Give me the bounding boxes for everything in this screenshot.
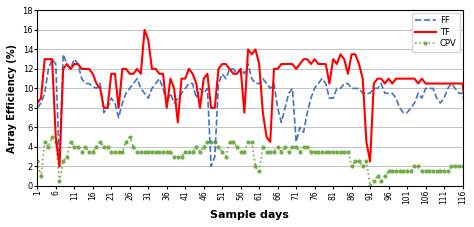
CPV xyxy=(138,150,144,153)
CPV xyxy=(153,150,158,153)
Line: FF: FF xyxy=(37,54,466,166)
CPV xyxy=(464,165,469,168)
FF xyxy=(35,106,40,109)
CPV xyxy=(441,170,447,173)
X-axis label: Sample days: Sample days xyxy=(210,210,289,220)
FF xyxy=(156,77,162,80)
Y-axis label: Array Efficiency (%): Array Efficiency (%) xyxy=(7,44,17,153)
FF xyxy=(464,111,469,114)
Line: CPV: CPV xyxy=(35,134,469,189)
CPV xyxy=(230,141,236,143)
TF xyxy=(127,72,133,75)
TF xyxy=(234,72,240,75)
TF xyxy=(56,165,62,168)
Legend: FF, TF, CPV: FF, TF, CPV xyxy=(411,13,460,52)
TF xyxy=(142,29,147,31)
FF xyxy=(60,53,66,56)
FF xyxy=(234,72,240,75)
FF xyxy=(56,165,62,168)
FF xyxy=(142,92,147,95)
TF xyxy=(138,72,144,75)
CPV xyxy=(127,136,133,138)
TF xyxy=(441,82,447,85)
CPV xyxy=(119,150,125,153)
FF xyxy=(123,92,129,95)
TF xyxy=(464,111,469,114)
CPV xyxy=(35,160,40,163)
TF xyxy=(156,72,162,75)
Line: TF: TF xyxy=(37,30,466,166)
FF xyxy=(131,82,137,85)
FF xyxy=(441,97,447,99)
CPV xyxy=(367,185,373,187)
TF xyxy=(35,102,40,104)
TF xyxy=(119,68,125,70)
CPV xyxy=(49,136,55,138)
